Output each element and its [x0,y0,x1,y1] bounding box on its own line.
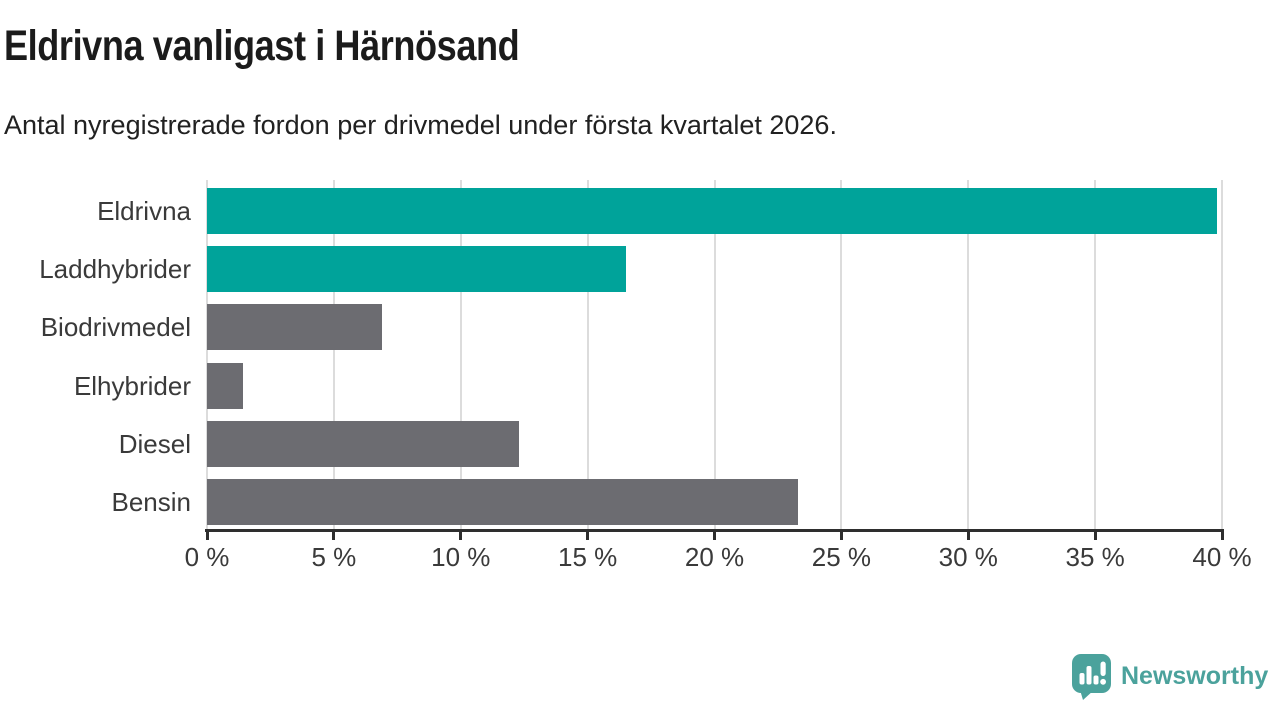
chart-subtitle: Antal nyregistrerade fordon per drivmede… [4,110,837,140]
gridline [1221,180,1223,529]
category-label: Elhybrider [73,370,191,401]
gridline [206,180,208,529]
x-axis-tick [1220,532,1224,540]
bar [207,478,799,525]
x-tick-label: 10 % [431,542,491,572]
newsworthy-logo-icon [1072,653,1111,700]
x-tick-label: 0 % [184,542,230,572]
x-axis-tick [459,532,463,540]
category-label: Biodrivmedel [40,312,191,343]
bar [207,420,520,467]
gridline [713,180,716,529]
x-tick-label: 35 % [1065,542,1125,572]
bar [207,246,626,293]
x-axis-tick [586,532,590,540]
x-tick-label: 25 % [811,542,872,572]
x-tick-label: 20 % [684,542,745,572]
bar [207,362,243,409]
x-tick-label: 30 % [938,542,998,572]
gridline [840,180,843,529]
gridline [459,180,462,529]
brand-name: Newsworthy [1121,661,1269,690]
category-label: Diesel [118,428,191,459]
x-axis-line [205,529,1224,532]
x-tick-label: 5 % [311,542,357,572]
bar [207,188,1217,234]
chart-title: Eldrivna vanligast i Härnösand [4,22,520,70]
category-label: Eldrivna [97,196,191,226]
gridline [332,180,335,529]
plot-area: Eldrivna Laddhybrider Biodrivmedel Elhybrid… [39,180,1252,572]
category-label: Bensin [111,486,192,517]
x-tick-label: 15 % [557,542,618,572]
brand-footer: Newsworthy [1071,652,1268,700]
x-axis-tick [839,532,843,540]
x-tick-label: 40 % [1192,542,1252,572]
x-axis-tick [1093,532,1097,540]
x-axis-tick [332,532,336,540]
gridline [1094,180,1097,529]
gridline [586,180,589,529]
x-axis-tick [205,532,209,540]
x-axis-tick [713,532,716,540]
x-axis-tick [966,532,970,540]
category-label: Laddhybrider [39,254,191,285]
bar [207,304,383,351]
gridline [967,180,970,529]
